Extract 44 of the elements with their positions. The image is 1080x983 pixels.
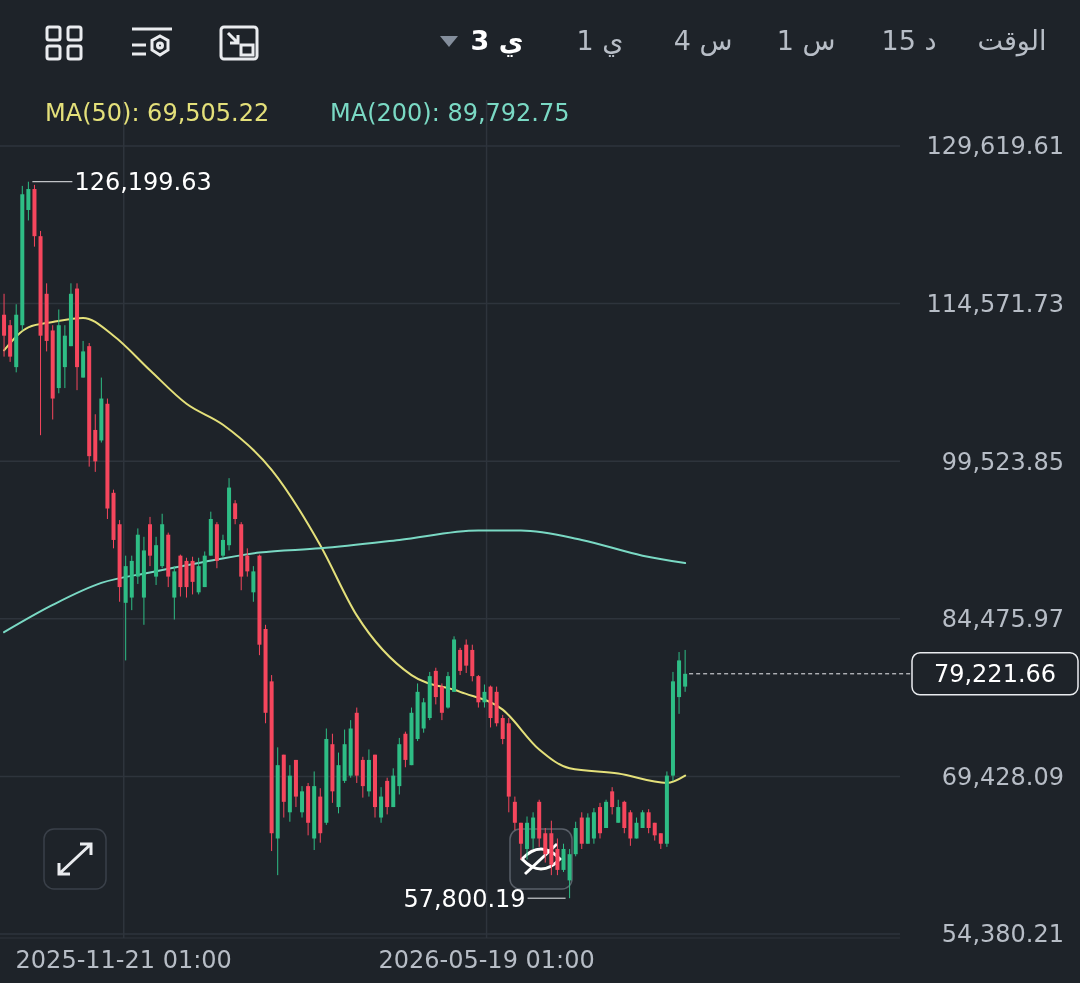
candlestick xyxy=(464,638,469,674)
text: 1 س xyxy=(776,25,836,56)
text: 15 د xyxy=(881,25,937,56)
candlestick xyxy=(561,843,566,873)
text: 4 س xyxy=(673,25,733,56)
candlestick xyxy=(543,827,548,864)
candlestick xyxy=(2,293,7,358)
candlestick xyxy=(610,786,615,815)
y-tick-label: 84,475.97 xyxy=(941,605,1064,634)
text: 3 ي xyxy=(470,25,524,57)
candlestick xyxy=(646,808,651,834)
y-tick-label: 129,619.61 xyxy=(926,132,1064,161)
candlestick xyxy=(379,786,384,824)
x-tick-label: 2025-11-21 01:00 xyxy=(15,946,232,974)
candlestick xyxy=(531,811,536,850)
ref-line-label: 79,221.66 xyxy=(933,660,1057,689)
y-tick-label: 99,523.85 xyxy=(941,447,1064,476)
candlestick xyxy=(26,181,31,221)
y-tick-label: 69,428.09 xyxy=(941,762,1064,791)
annotation: 57,800.19 xyxy=(403,884,526,913)
candlestick xyxy=(220,534,225,559)
text: MA(200): 89,792.75 xyxy=(330,99,570,128)
candlestick xyxy=(233,499,238,525)
line-series xyxy=(3,529,687,634)
y-tick-label: 54,380.21 xyxy=(941,920,1064,949)
y-tick-label: 114,571.73 xyxy=(926,289,1064,318)
candlestick xyxy=(683,649,688,693)
candlestick xyxy=(458,647,463,676)
candlestick xyxy=(482,684,487,709)
candlestick xyxy=(518,822,523,860)
candlestick xyxy=(512,796,517,831)
line-series xyxy=(3,316,687,784)
candlestick xyxy=(251,565,256,603)
candlestick xyxy=(616,799,621,824)
candlestick xyxy=(300,785,305,819)
text: 1 ي xyxy=(576,25,624,57)
text: الوقت xyxy=(977,25,1047,57)
candlestick xyxy=(245,547,250,578)
candlestick xyxy=(555,837,560,876)
candlestick xyxy=(190,556,195,595)
candlestick xyxy=(500,714,505,745)
text: MA(50): 69,505.22 xyxy=(45,99,270,128)
x-tick-label: 2026-05-19 01:00 xyxy=(378,946,595,974)
annotation: 126,199.63 xyxy=(74,168,212,197)
